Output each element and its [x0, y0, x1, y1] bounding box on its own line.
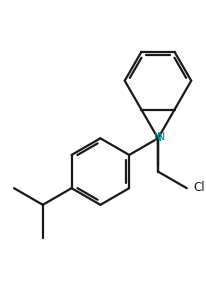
Text: Cl: Cl: [193, 181, 204, 194]
Text: N: N: [153, 133, 161, 143]
Text: N: N: [156, 132, 164, 142]
